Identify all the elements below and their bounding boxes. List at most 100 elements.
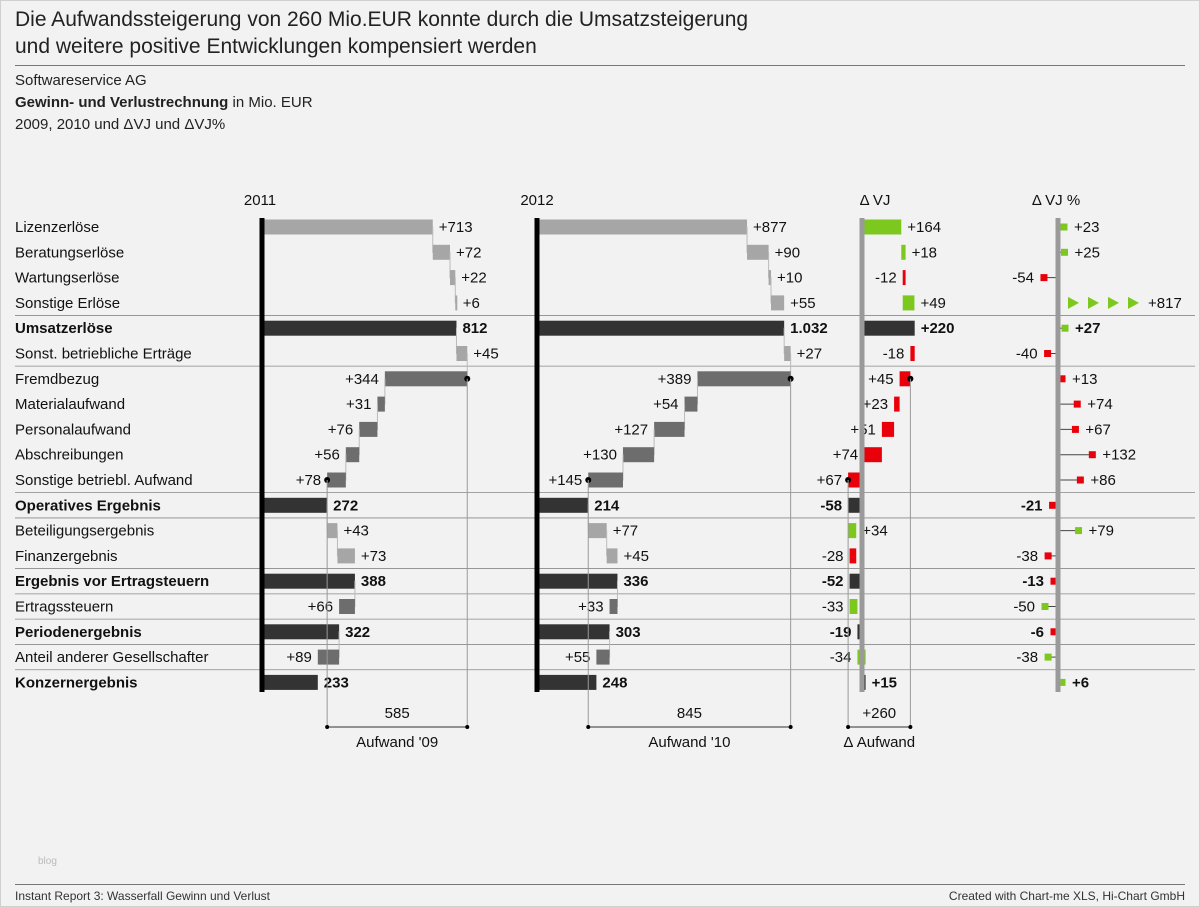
delta-bar	[862, 320, 915, 336]
y2012-value-label: 303	[616, 624, 641, 641]
row-label: Wartungserlöse	[15, 270, 120, 287]
company-name: Softwareservice AG	[15, 72, 147, 89]
delta-pct-marker	[1073, 400, 1081, 408]
delta-bar	[881, 421, 895, 437]
delta-value-label: -19	[830, 624, 852, 641]
y2012-bar	[588, 472, 623, 488]
y2011-value-label: +31	[346, 396, 371, 413]
y2011-value-label: 388	[361, 573, 386, 590]
delta-value-label: +34	[862, 523, 887, 540]
delta-value-label: +220	[921, 320, 955, 337]
y2012-bar	[596, 649, 610, 665]
y2011-bar	[327, 523, 338, 539]
delta-pct-value-label: +79	[1089, 523, 1114, 540]
bracket-value-delta: +260	[862, 705, 896, 722]
y2011-value-label: 233	[324, 674, 349, 691]
delta-value-label: -34	[830, 649, 852, 666]
row-label: Beratungserlöse	[15, 244, 124, 261]
y2011-value-label: +713	[439, 219, 473, 236]
delta-pct-marker	[1058, 375, 1066, 383]
y2011-bar	[384, 371, 468, 387]
y2011-value-label: 272	[333, 497, 358, 514]
delta-value-label: +45	[868, 371, 893, 388]
delta-bar	[901, 244, 906, 260]
y2011-bar	[377, 396, 385, 412]
delta-bar	[848, 523, 857, 539]
row-label: Anteil anderer Gesellschafter	[15, 649, 208, 666]
y2012-value-label: +389	[658, 371, 692, 388]
y2011-bar	[432, 244, 451, 260]
y2012-value-label: 248	[602, 674, 627, 691]
delta-bar	[902, 270, 906, 286]
row-label: Finanzergebnis	[15, 548, 118, 565]
row-label: Sonstige Erlöse	[15, 295, 120, 312]
delta-pct-marker	[1061, 324, 1069, 332]
delta-value-label: +23	[863, 396, 888, 413]
delta-bar	[849, 599, 858, 614]
column-header-delta: Δ VJ	[860, 192, 891, 209]
y2011-bar	[262, 624, 340, 640]
report-name: Gewinn- und Verlustrechnung in Mio. EUR	[15, 93, 313, 113]
y2011-value-label: 322	[345, 624, 370, 641]
y2012-value-label: +145	[548, 472, 582, 489]
y2011-bar	[262, 497, 328, 513]
row-label: Sonstige betriebl. Aufwand	[15, 472, 193, 489]
delta-pct-value-label: -38	[1016, 649, 1038, 666]
delta-bracket-end	[846, 725, 851, 729]
y2011-bar	[450, 270, 456, 286]
row-label: Operatives Ergebnis	[15, 497, 161, 514]
row-label: Ertragssteuern	[15, 599, 113, 616]
y2012-bracket-end	[586, 725, 591, 729]
y2012-bar	[537, 624, 610, 640]
delta-pct-marker	[1060, 223, 1068, 231]
y2012-value-label: +130	[583, 447, 617, 464]
y2012-value-label: +90	[775, 244, 800, 261]
delta-value-label: -28	[822, 548, 844, 565]
y2011-value-label: +89	[286, 649, 311, 666]
delta-pct-marker	[1058, 678, 1066, 686]
column-header-delta-pct: Δ VJ %	[1032, 192, 1080, 209]
delta-pct-value-label: -21	[1021, 497, 1043, 514]
delta-pct-marker	[1049, 501, 1057, 509]
delta-value-label: +15	[872, 674, 897, 691]
delta-bar	[910, 346, 915, 361]
y2012-value-label: 1.032	[790, 320, 828, 337]
delta-pct-value-label: +25	[1075, 244, 1100, 261]
y2012-value-label: +54	[653, 396, 678, 413]
delta-bar	[848, 497, 862, 513]
footer-right: Created with Chart-me XLS, Hi-Chart GmbH	[948, 889, 1185, 903]
delta-bar	[849, 548, 857, 564]
y2011-value-label: +76	[328, 421, 353, 438]
row-label: Konzernergebnis	[15, 674, 138, 691]
y2011-bracket-end	[325, 725, 330, 729]
delta-pct-value-label: +27	[1075, 320, 1100, 337]
y2011-bar	[359, 421, 378, 437]
column-header-2012: 2012	[520, 192, 553, 209]
delta-pct-value-label: -38	[1016, 548, 1038, 565]
y2011-bar	[345, 447, 360, 463]
y2012-value-label: +127	[614, 421, 648, 438]
y2011-bar	[317, 649, 340, 665]
delta-value-label: -52	[822, 573, 844, 590]
bracket-value-2012: 845	[677, 705, 702, 722]
delta-bar	[902, 295, 915, 311]
y2012-bar	[784, 346, 791, 361]
y2011-value-label: +66	[308, 599, 333, 616]
delta-pct-overflow-arrow	[1108, 296, 1119, 309]
y2012-value-label: +27	[797, 346, 822, 363]
delta-pct-marker	[1041, 603, 1049, 610]
y2012-bracket-end	[788, 725, 793, 729]
y2012-value-label: +77	[613, 523, 638, 540]
column-header-2011: 2011	[244, 192, 276, 209]
y2012-bar	[606, 548, 618, 564]
delta-pct-marker	[1044, 350, 1052, 357]
y2011-bar	[327, 472, 346, 488]
delta-pct-value-label: -13	[1022, 573, 1044, 590]
delta-pct-value-label: +817	[1148, 295, 1182, 312]
delta-pct-value-label: -40	[1016, 346, 1038, 363]
delta-bracket-end	[908, 725, 913, 729]
y2012-bar	[654, 421, 685, 437]
y2012-value-label: 214	[594, 497, 620, 514]
y2011-bar	[339, 599, 355, 614]
